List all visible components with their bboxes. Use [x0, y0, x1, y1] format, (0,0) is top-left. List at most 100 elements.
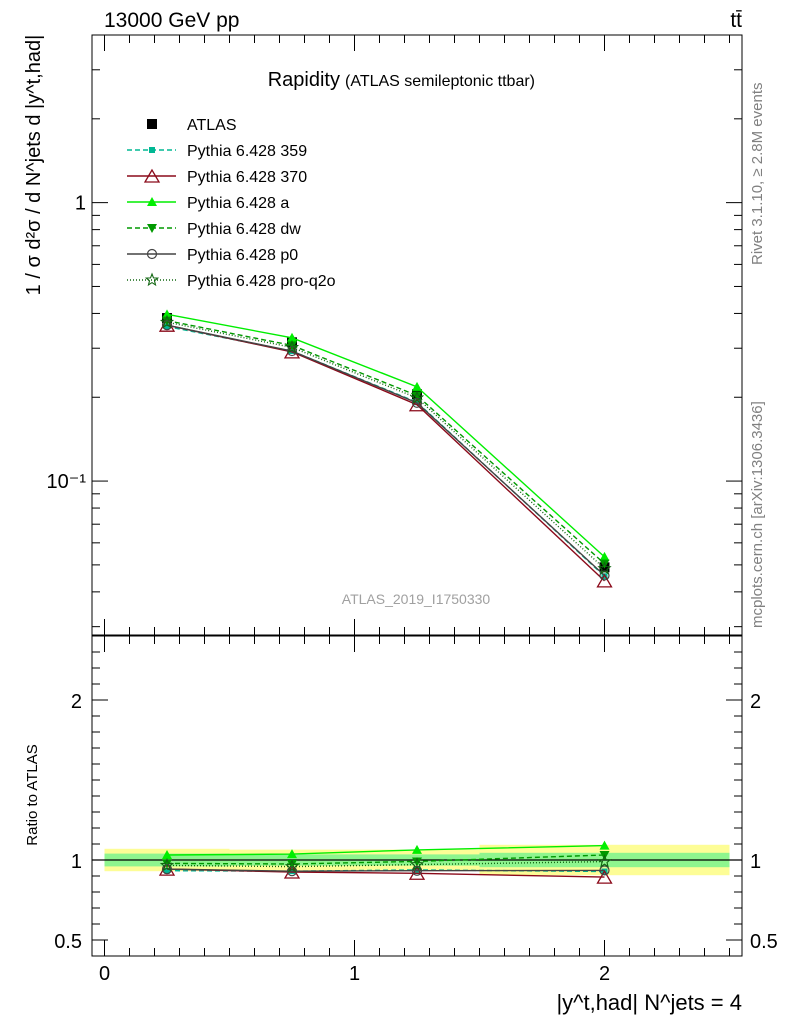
series-3	[162, 309, 610, 561]
legend-item: Pythia 6.428 dw	[127, 221, 301, 238]
energy-label: 13000 GeV pp	[104, 9, 239, 32]
main-panel: 1 10⁻¹ Rapidity (ATLAS semileptonic ttbar…	[23, 34, 743, 636]
series-0	[162, 313, 610, 573]
ratio-y-tick-label-right: 1	[750, 851, 761, 873]
main-y-axis-label: 1 / σ d²σ / d N^jets d |y^t,had|	[23, 35, 45, 296]
ratio-series-3	[162, 851, 610, 869]
data-point	[411, 397, 423, 408]
ratio-series-line	[166, 844, 605, 856]
data-point	[599, 559, 610, 569]
ratio-point	[162, 859, 172, 869]
legend: ATLAS Pythia 6.428 359 Pythia 6.428 370 Pyt…	[127, 117, 336, 290]
ratio-point	[599, 840, 610, 850]
ratio-point	[162, 850, 172, 860]
series-2	[158, 317, 613, 588]
ratio-series-4	[161, 864, 610, 877]
ratio-y-axis-label: Ratio to ATLAS	[24, 744, 41, 845]
analysis-watermark: ATLAS_2019_I1750330	[342, 591, 491, 607]
ratio-y-tick-label-left: 0.5	[54, 931, 82, 953]
ratio-point	[596, 869, 613, 884]
series-line	[166, 319, 605, 565]
series-1	[164, 323, 608, 580]
series-line	[166, 324, 605, 577]
data-point	[408, 397, 426, 412]
x-tick-label: 2	[599, 963, 610, 985]
source-label: mcplots.cern.ch [arXiv:1306.3436]	[749, 401, 766, 628]
legend-item: Pythia 6.428 370	[127, 168, 307, 186]
ratio-frame	[91, 635, 743, 957]
legend-label: Pythia 6.428 370	[187, 169, 307, 186]
data-point	[159, 314, 175, 329]
ratio-point	[597, 854, 612, 868]
ratio-y-tick-label-right: 0.5	[750, 931, 778, 953]
data-point	[601, 573, 608, 580]
legend-marker	[149, 147, 155, 153]
legend-item: ATLAS	[147, 117, 237, 134]
ratio-series-line	[166, 868, 605, 872]
legend-item: Pythia 6.428 p0	[127, 247, 298, 264]
legend-label: Pythia 6.428 p0	[187, 247, 298, 264]
data-point	[162, 309, 172, 319]
ratio-y-tick-label-left: 1	[71, 851, 82, 873]
legend-item: Pythia 6.428 359	[127, 143, 307, 160]
legend-label: Pythia 6.428 359	[187, 143, 307, 160]
data-point	[287, 341, 297, 351]
series-line	[166, 321, 605, 570]
main-y-tick-label: 10⁻¹	[47, 471, 87, 493]
data-point	[161, 320, 173, 331]
series-4	[162, 316, 610, 569]
ratio-series-line	[166, 854, 605, 865]
ratio-panel: 0.5 0.5 1 1 2 2 0 1 2 Ratio to ATLAS |y^t,had| N…	[24, 635, 778, 1015]
main-frame	[91, 34, 743, 636]
legend-marker	[147, 197, 157, 206]
data-point	[412, 381, 422, 391]
data-point	[284, 339, 300, 354]
ratio-point	[284, 859, 300, 873]
series-5	[161, 320, 610, 581]
chart-title: Rapidity	[268, 69, 340, 91]
rivet-version-label: Rivet 3.1.10, ≥ 2.8M events	[749, 83, 766, 266]
legend-label: Pythia 6.428 pro-q2o	[187, 273, 336, 290]
ratio-point	[161, 864, 173, 875]
ratio-point	[414, 866, 420, 873]
series-line	[166, 313, 605, 558]
legend-item: Pythia 6.428 pro-q2o	[127, 272, 336, 290]
ratio-point	[411, 865, 423, 876]
ratio-y-tick-label-right: 2	[750, 691, 761, 713]
x-axis-label: |y^t,had| N^jets = 4	[556, 990, 742, 1015]
ratio-point	[409, 857, 425, 871]
legend-label: Pythia 6.428 a	[187, 195, 289, 212]
ratio-point	[286, 866, 298, 877]
legend-label: Pythia 6.428 dw	[187, 221, 301, 238]
ratio-point	[599, 865, 610, 876]
process-label: tt̄	[730, 9, 742, 32]
legend-marker	[144, 272, 160, 287]
ratio-series-5	[159, 854, 612, 873]
ratio-point	[164, 867, 170, 874]
data-point	[286, 345, 298, 357]
legend-marker	[143, 168, 161, 183]
data-point	[596, 573, 613, 588]
series-line	[166, 325, 605, 577]
data-point	[164, 323, 170, 330]
ratio-y-tick-label-left: 2	[71, 691, 82, 713]
legend-label: ATLAS	[187, 117, 237, 134]
legend-marker	[147, 224, 157, 233]
x-tick-label: 1	[349, 963, 360, 985]
ratio-point	[159, 857, 175, 872]
legend-marker	[147, 119, 157, 129]
series-6	[159, 314, 612, 575]
data-point	[409, 390, 425, 404]
data-point	[597, 561, 612, 575]
data-point	[599, 551, 610, 561]
ratio-series-2	[162, 840, 610, 860]
series-line	[166, 324, 605, 582]
data-point	[287, 332, 297, 342]
data-point	[412, 391, 422, 401]
legend-item: Pythia 6.428 a	[127, 195, 289, 212]
x-tick-label: 0	[99, 963, 110, 985]
legend-marker	[146, 248, 158, 260]
ratio-point	[287, 860, 297, 869]
ratio-point	[412, 844, 422, 854]
